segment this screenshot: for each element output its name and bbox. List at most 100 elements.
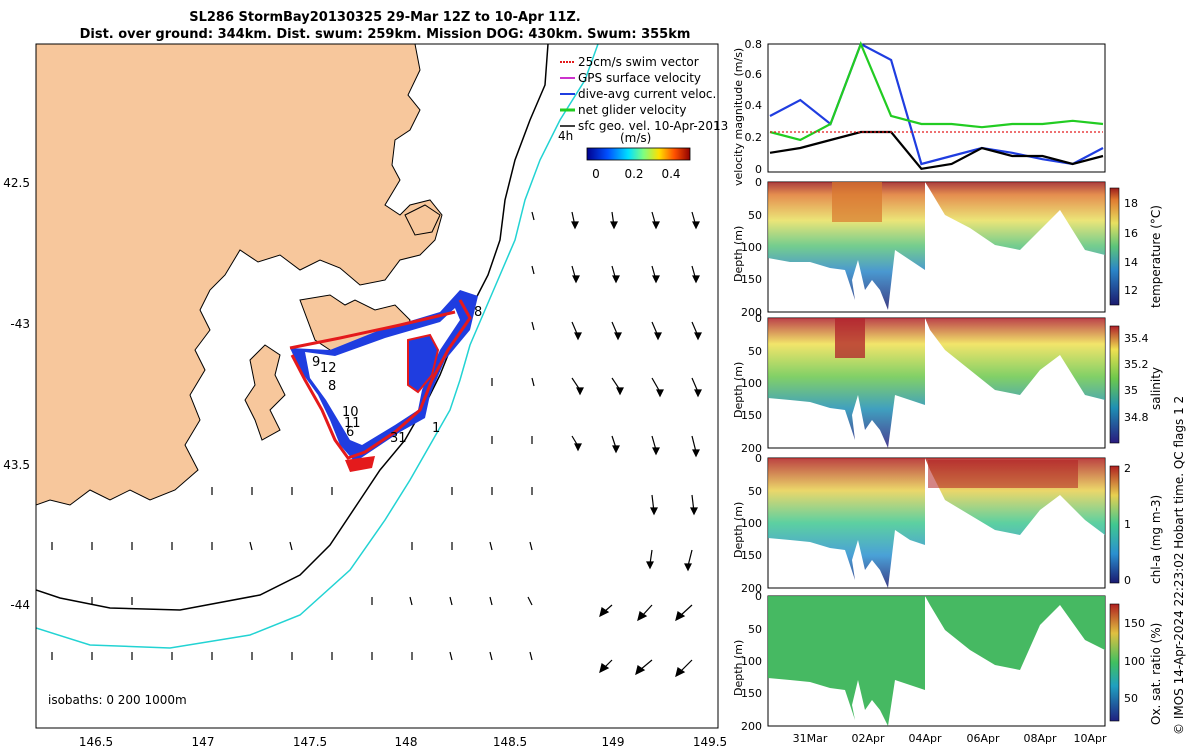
depth-tick: 200 [741, 582, 762, 595]
hours-label: 4h [558, 129, 573, 143]
salinity-y-label: Depth (m) [732, 362, 745, 418]
glider-track-blob [407, 333, 440, 394]
depth-tick: 0 [755, 590, 762, 603]
depth-tick: 0 [755, 312, 762, 325]
vel-y-tick: 0 [755, 163, 762, 176]
plot-title-line1: SL286 StormBay20130325 29-Mar 12Z to 10-… [189, 10, 581, 25]
depth-tick: 150 [741, 687, 762, 700]
chla-y-label: Depth (m) [732, 502, 745, 558]
vel-y-tick: 0.6 [745, 68, 763, 81]
track-label: 31 [390, 431, 407, 446]
depth-tick: 50 [748, 345, 762, 358]
oxygen-cbar-tick: 50 [1124, 692, 1138, 705]
time-x-tick: 04Apr [908, 732, 942, 745]
map-x-tick: 148 [395, 735, 418, 749]
colorbar-tick: 0 [592, 167, 600, 181]
depth-tick: 200 [741, 442, 762, 455]
depth-tick: 200 [741, 306, 762, 319]
temperature-warm-band [832, 182, 882, 222]
tasman-land [404, 204, 441, 236]
temperature-cbar-label: temperature (°C) [1149, 205, 1163, 308]
chla-field [768, 458, 1105, 588]
legend-entry-diveavg: dive-avg current veloc. [578, 87, 716, 101]
velocity-series-line [769, 130, 1104, 170]
map-panel: 8 9 12 8 10 11 6 31 1 146.5 147 147.5 14… [3, 43, 728, 749]
map-x-tick: 146.5 [79, 735, 113, 749]
section-panel-temperature: 0 50 100 150 200 Depth (m) 12 14 16 18 t… [732, 176, 1163, 319]
depth-tick: 150 [741, 549, 762, 562]
oxygen-field [768, 596, 1105, 726]
temperature-cbar-tick: 16 [1124, 227, 1138, 240]
map-y-tick: -43 [10, 317, 30, 331]
colorbar-tick: 0.2 [624, 167, 643, 181]
legend-entry-netvel: net glider velocity [578, 103, 686, 117]
time-x-tick: 08Apr [1023, 732, 1057, 745]
map-y-tick: -44 [10, 598, 30, 612]
plot-title-line2: Dist. over ground: 344km. Dist. swum: 25… [79, 27, 691, 42]
speed-colorbar [586, 147, 691, 161]
section-panel-oxygen: 0 50 100 150 200 Depth (m) 50 100 150 Ox… [732, 590, 1163, 733]
depth-tick: 100 [741, 655, 762, 668]
track-label: 9 [312, 355, 320, 370]
oxygen-colorbar [1109, 603, 1120, 722]
salinity-cbar-tick: 34.8 [1124, 411, 1149, 424]
oxygen-cbar-label: Ox. sat. ratio (%) [1149, 623, 1163, 725]
velocity-y-label: velocity magnitude (m/s) [732, 48, 745, 186]
map-x-ticks: 146.5 147 147.5 148 148.5 149 149.5 [79, 735, 727, 749]
map-legend: 25cm/s swim vector GPS surface velocity … [558, 55, 728, 181]
salinity-cbar-tick: 35.4 [1124, 332, 1149, 345]
depth-tick: 150 [741, 409, 762, 422]
isobath-1000 [36, 44, 599, 649]
imos-credit: © IMOS 14-Apr-2024 22:23:02 Hobart time.… [1172, 395, 1186, 735]
glider-track-line [289, 299, 472, 460]
section-panel-salinity: 0 50 100 150 200 Depth (m) 34.8 35 35.2 … [732, 312, 1163, 455]
vel-y-tick: 0.4 [745, 99, 763, 112]
temperature-cbar-tick: 12 [1124, 284, 1138, 297]
map-x-tick: 147.5 [293, 735, 327, 749]
temperature-y-label: Depth (m) [732, 226, 745, 282]
salinity-colorbar [1109, 325, 1120, 444]
track-label: 8 [474, 305, 482, 320]
chla-cbar-label: chl-a (mg m-3) [1149, 495, 1163, 584]
salinity-cbar-label: salinity [1149, 367, 1163, 410]
geostrophic-vector-field [51, 211, 702, 678]
map-y-tick: 42.5 [3, 176, 30, 190]
map-x-tick: 149 [602, 735, 625, 749]
map-y-tick: 43.5 [3, 458, 30, 472]
chla-colorbar [1109, 465, 1120, 584]
section-panel-chla: 0 50 100 150 200 Depth (m) 0 1 2 chl-a (… [732, 452, 1163, 595]
vel-y-tick: 0.2 [745, 131, 763, 144]
time-x-tick: 02Apr [851, 732, 885, 745]
oxygen-cbar-tick: 100 [1124, 655, 1145, 668]
oxygen-cbar-tick: 150 [1124, 617, 1145, 630]
depth-tick: 50 [748, 623, 762, 636]
map-y-ticks: 42.5 -43 43.5 -44 [3, 176, 30, 612]
depth-tick: 50 [748, 209, 762, 222]
velocity-series-line [769, 42, 1104, 166]
colorbar-tick: 0.4 [661, 167, 680, 181]
velocity-series-line [769, 41, 1104, 142]
map-x-tick: 148.5 [493, 735, 527, 749]
track-label: 12 [320, 361, 337, 376]
legend-entry-swim: 25cm/s swim vector [578, 55, 699, 69]
colorbar-unit: (m/s) [620, 131, 651, 145]
temperature-cbar-tick: 18 [1124, 197, 1138, 210]
track-label: 10 [342, 405, 359, 420]
bruny-land [244, 344, 286, 441]
track-label: 11 [344, 416, 361, 431]
isobaths-label: isobaths: 0 200 1000m [48, 693, 187, 707]
chla-cbar-tick: 1 [1124, 518, 1131, 531]
track-label: 6 [346, 425, 354, 440]
velocity-panel: 0 0.2 0.4 0.6 0.8 velocity magnitude (m/… [732, 38, 1106, 186]
salinity-high-band [835, 318, 865, 358]
map-x-tick: 149.5 [693, 735, 727, 749]
chla-bloom-band [928, 460, 1078, 488]
track-label: 8 [328, 379, 336, 394]
depth-tick: 100 [741, 377, 762, 390]
chla-cbar-tick: 2 [1124, 462, 1131, 475]
legend-entry-gps: GPS surface velocity [578, 71, 701, 85]
oxygen-y-label: Depth (m) [732, 640, 745, 696]
time-x-tick: 10Apr [1073, 732, 1107, 745]
track-day-labels: 8 9 12 8 10 11 6 31 1 [312, 305, 482, 446]
map-x-tick: 147 [192, 735, 215, 749]
